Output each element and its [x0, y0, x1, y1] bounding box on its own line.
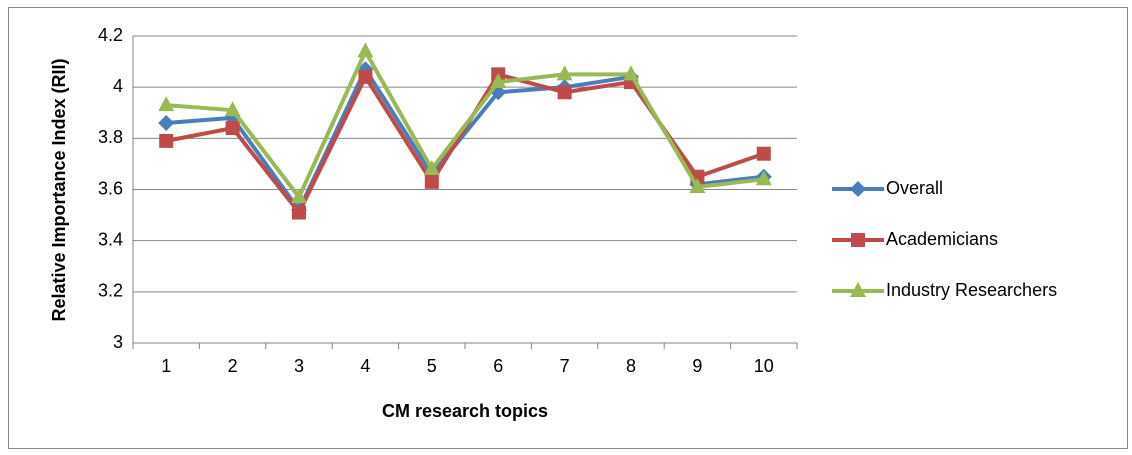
y-axis-title: Relative Importance Index (RII) — [49, 58, 69, 321]
marker — [357, 42, 374, 58]
legend-label: Overall — [886, 178, 943, 198]
series-line — [166, 49, 765, 200]
marker — [490, 73, 507, 89]
marker — [851, 233, 865, 247]
marker — [755, 170, 772, 186]
x-tick-label: 6 — [493, 356, 503, 376]
x-tick-label: 9 — [692, 356, 702, 376]
x-tick-label: 4 — [360, 356, 370, 376]
marker — [850, 181, 866, 197]
x-tick-label: 1 — [161, 356, 171, 376]
y-tick-label: 4.2 — [98, 25, 123, 45]
x-tick-label: 8 — [626, 356, 636, 376]
x-tick-label: 2 — [228, 356, 238, 376]
y-tick-label: 3.2 — [98, 281, 123, 301]
chart-frame — [8, 7, 1128, 449]
marker — [225, 121, 240, 136]
marker — [556, 65, 573, 81]
y-tick-label: 3.4 — [98, 229, 123, 249]
x-axis-title: CM research topics — [382, 401, 548, 421]
x-tick-label: 7 — [560, 356, 570, 376]
y-tick-label: 3.8 — [98, 127, 123, 147]
x-tick-label: 5 — [427, 356, 437, 376]
marker — [756, 146, 771, 161]
marker — [623, 65, 639, 81]
marker — [224, 101, 241, 117]
marker — [423, 160, 440, 176]
marker — [158, 96, 175, 112]
y-tick-label: 4 — [113, 76, 123, 96]
x-tick-label: 3 — [294, 356, 304, 376]
marker — [292, 205, 306, 220]
marker — [424, 174, 439, 189]
marker — [358, 69, 373, 84]
marker — [291, 188, 307, 204]
marker — [158, 114, 175, 131]
y-tick-label: 3.6 — [98, 178, 123, 198]
legend-label: Academicians — [886, 229, 998, 249]
marker — [159, 133, 174, 148]
legend-label: Industry Researchers — [886, 280, 1057, 300]
marker — [557, 85, 572, 100]
y-tick-label: 3 — [113, 332, 123, 352]
marker — [850, 282, 866, 297]
marker — [689, 177, 706, 193]
x-tick-label: 10 — [754, 356, 774, 376]
